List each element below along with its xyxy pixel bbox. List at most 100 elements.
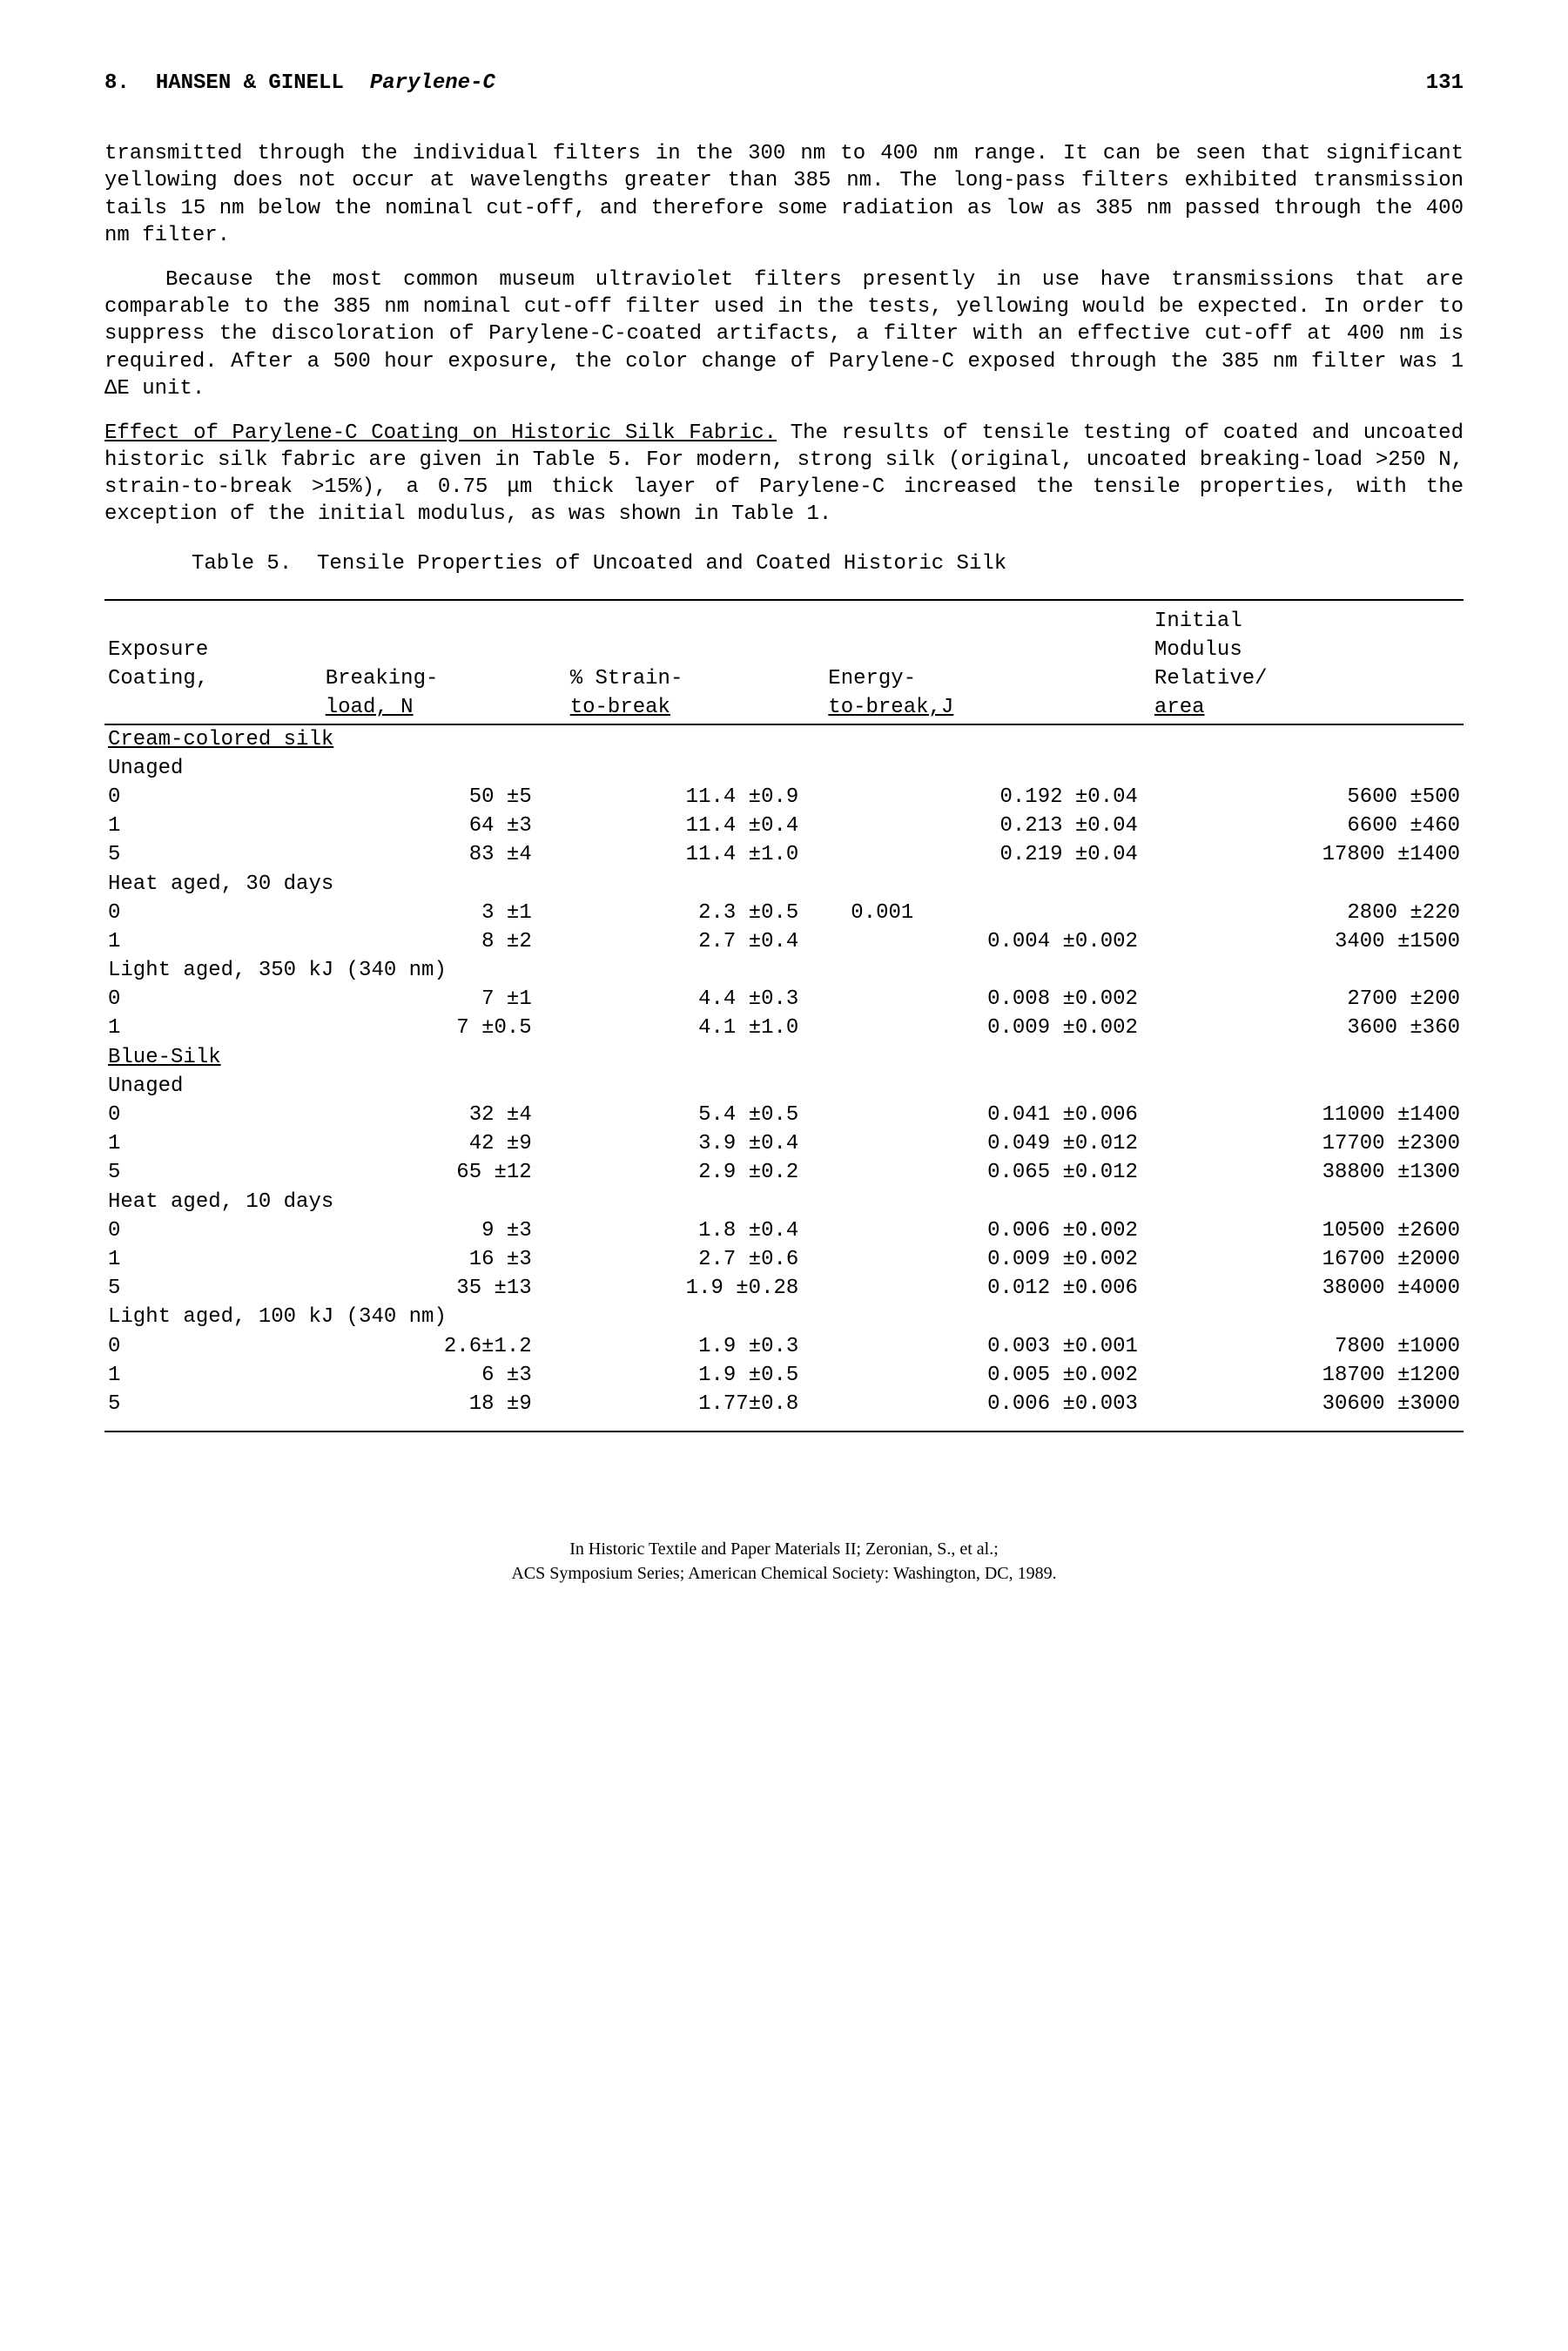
table-cell: 0.219 ±0.04	[824, 840, 1151, 869]
table-header: load, N	[322, 693, 567, 724]
table-cell: 0.008 ±0.002	[824, 985, 1151, 1014]
table-cell: 1.9 ±0.3	[567, 1332, 825, 1361]
table-cell: 38000 ±4000	[1151, 1274, 1464, 1303]
table-cell: 1	[104, 1014, 322, 1042]
table-header: Coating,	[104, 664, 322, 693]
table-cell: 5	[104, 1390, 322, 1431]
table-section-header: Blue-Silk	[104, 1043, 1464, 1072]
table-cell: 0.012 ±0.006	[824, 1274, 1151, 1303]
table-cell: 1	[104, 1129, 322, 1158]
table-cell: 1	[104, 1361, 322, 1390]
table-row: 535 ±131.9 ±0.280.012 ±0.00638000 ±4000	[104, 1274, 1464, 1303]
table-subsection-header: Heat aged, 10 days	[104, 1188, 1464, 1216]
table-cell: 32 ±4	[322, 1101, 567, 1129]
table-row: 02.6±1.21.9 ±0.30.003 ±0.0017800 ±1000	[104, 1332, 1464, 1361]
table-cell: 1.77±0.8	[567, 1390, 825, 1431]
table-cell: 2700 ±200	[1151, 985, 1464, 1014]
table-header: area	[1151, 693, 1464, 724]
table-cell: 35 ±13	[322, 1274, 567, 1303]
page-footer: In Historic Textile and Paper Materials …	[104, 1537, 1464, 1586]
table-subsection-header: Unaged	[104, 1072, 1464, 1101]
table-cell: 16 ±3	[322, 1245, 567, 1274]
table-cell: 83 ±4	[322, 840, 567, 869]
section-heading: Effect of Parylene-C Coating on Historic…	[104, 421, 777, 445]
table-cell: 0.001	[824, 899, 1151, 927]
table-cell: 11.4 ±0.9	[567, 783, 825, 812]
table-caption-prefix: Table 5.	[192, 552, 292, 576]
table-cell: 1.8 ±0.4	[567, 1216, 825, 1245]
table-cell: 5.4 ±0.5	[567, 1101, 825, 1129]
table-row: 518 ±91.77±0.80.006 ±0.00330600 ±3000	[104, 1390, 1464, 1431]
table-cell: 5	[104, 1274, 322, 1303]
chapter-number: 8.	[104, 70, 130, 97]
table-header: % Strain-	[567, 664, 825, 693]
table-cell: 11.4 ±0.4	[567, 812, 825, 840]
table-row: 583 ±411.4 ±1.00.219 ±0.0417800 ±1400	[104, 840, 1464, 869]
table-cell: 1	[104, 1245, 322, 1274]
table-cell: 10500 ±2600	[1151, 1216, 1464, 1245]
table-cell: 18700 ±1200	[1151, 1361, 1464, 1390]
table-cell: 65 ±12	[322, 1158, 567, 1187]
table-cell: 0.005 ±0.002	[824, 1361, 1151, 1390]
page-number: 131	[1426, 70, 1464, 97]
table-cell: 0	[104, 1101, 322, 1129]
table-cell: 38800 ±1300	[1151, 1158, 1464, 1187]
table-cell: 1.9 ±0.28	[567, 1274, 825, 1303]
table-header: Energy-	[824, 664, 1151, 693]
table-cell: 3 ±1	[322, 899, 567, 927]
table-cell: 1.9 ±0.5	[567, 1361, 825, 1390]
chapter-title: Parylene-C	[370, 70, 495, 97]
table-cell: 0.049 ±0.012	[824, 1129, 1151, 1158]
table-header: Initial	[1151, 600, 1464, 636]
footer-line: ACS Symposium Series; American Chemical …	[104, 1561, 1464, 1586]
table-cell: 5600 ±500	[1151, 783, 1464, 812]
table-row: 164 ±311.4 ±0.40.213 ±0.046600 ±460	[104, 812, 1464, 840]
table-cell: 11000 ±1400	[1151, 1101, 1464, 1129]
table-cell: 0	[104, 1332, 322, 1361]
table-cell: 7 ±0.5	[322, 1014, 567, 1042]
table-cell: 2.7 ±0.4	[567, 927, 825, 956]
table-cell: 1	[104, 927, 322, 956]
table-subsection-header: Unaged	[104, 754, 1464, 783]
table-cell: 5	[104, 1158, 322, 1187]
table-cell: 64 ±3	[322, 812, 567, 840]
table-subsection-header: Light aged, 100 kJ (340 nm)	[104, 1303, 1464, 1331]
table-cell: 6 ±3	[322, 1361, 567, 1390]
table-cell: 3.9 ±0.4	[567, 1129, 825, 1158]
table-cell: 3400 ±1500	[1151, 927, 1464, 956]
body-paragraph: transmitted through the individual filte…	[104, 140, 1464, 249]
table-row: 16 ±31.9 ±0.50.005 ±0.00218700 ±1200	[104, 1361, 1464, 1390]
tensile-properties-table: Initial Exposure Modulus Coating, Breaki…	[104, 599, 1464, 1432]
table-row: 09 ±31.8 ±0.40.006 ±0.00210500 ±2600	[104, 1216, 1464, 1245]
table-cell: 0.009 ±0.002	[824, 1245, 1151, 1274]
table-row: 116 ±32.7 ±0.60.009 ±0.00216700 ±2000	[104, 1245, 1464, 1274]
table-row: 032 ±45.4 ±0.50.041 ±0.00611000 ±1400	[104, 1101, 1464, 1129]
table-subsection-header: Heat aged, 30 days	[104, 870, 1464, 899]
table-cell: 0.041 ±0.006	[824, 1101, 1151, 1129]
table-header: to-break	[567, 693, 825, 724]
table-cell: 0.006 ±0.003	[824, 1390, 1151, 1431]
table-caption-text: Tensile Properties of Uncoated and Coate…	[317, 552, 1006, 576]
footer-line: In Historic Textile and Paper Materials …	[104, 1537, 1464, 1561]
table-row: 142 ±93.9 ±0.40.049 ±0.01217700 ±2300	[104, 1129, 1464, 1158]
table-cell: 3600 ±360	[1151, 1014, 1464, 1042]
body-paragraph: Because the most common museum ultraviol…	[104, 266, 1464, 402]
table-header: Breaking-	[322, 664, 567, 693]
table-cell: 5	[104, 840, 322, 869]
table-cell: 50 ±5	[322, 783, 567, 812]
table-cell: 0.213 ±0.04	[824, 812, 1151, 840]
table-row: 18 ±22.7 ±0.40.004 ±0.0023400 ±1500	[104, 927, 1464, 956]
table-cell: 4.4 ±0.3	[567, 985, 825, 1014]
table-header: to-break,J	[824, 693, 1151, 724]
table-cell: 2.7 ±0.6	[567, 1245, 825, 1274]
table-cell: 2.3 ±0.5	[567, 899, 825, 927]
table-header: Modulus	[1151, 636, 1464, 664]
table-cell: 0	[104, 899, 322, 927]
table-cell: 11.4 ±1.0	[567, 840, 825, 869]
authors: HANSEN & GINELL	[156, 70, 344, 97]
table-cell: 2.9 ±0.2	[567, 1158, 825, 1187]
table-cell: 18 ±9	[322, 1390, 567, 1431]
body-paragraph: Effect of Parylene-C Coating on Historic…	[104, 420, 1464, 529]
table-cell: 30600 ±3000	[1151, 1390, 1464, 1431]
table-caption: Table 5. Tensile Properties of Uncoated …	[192, 550, 1464, 577]
